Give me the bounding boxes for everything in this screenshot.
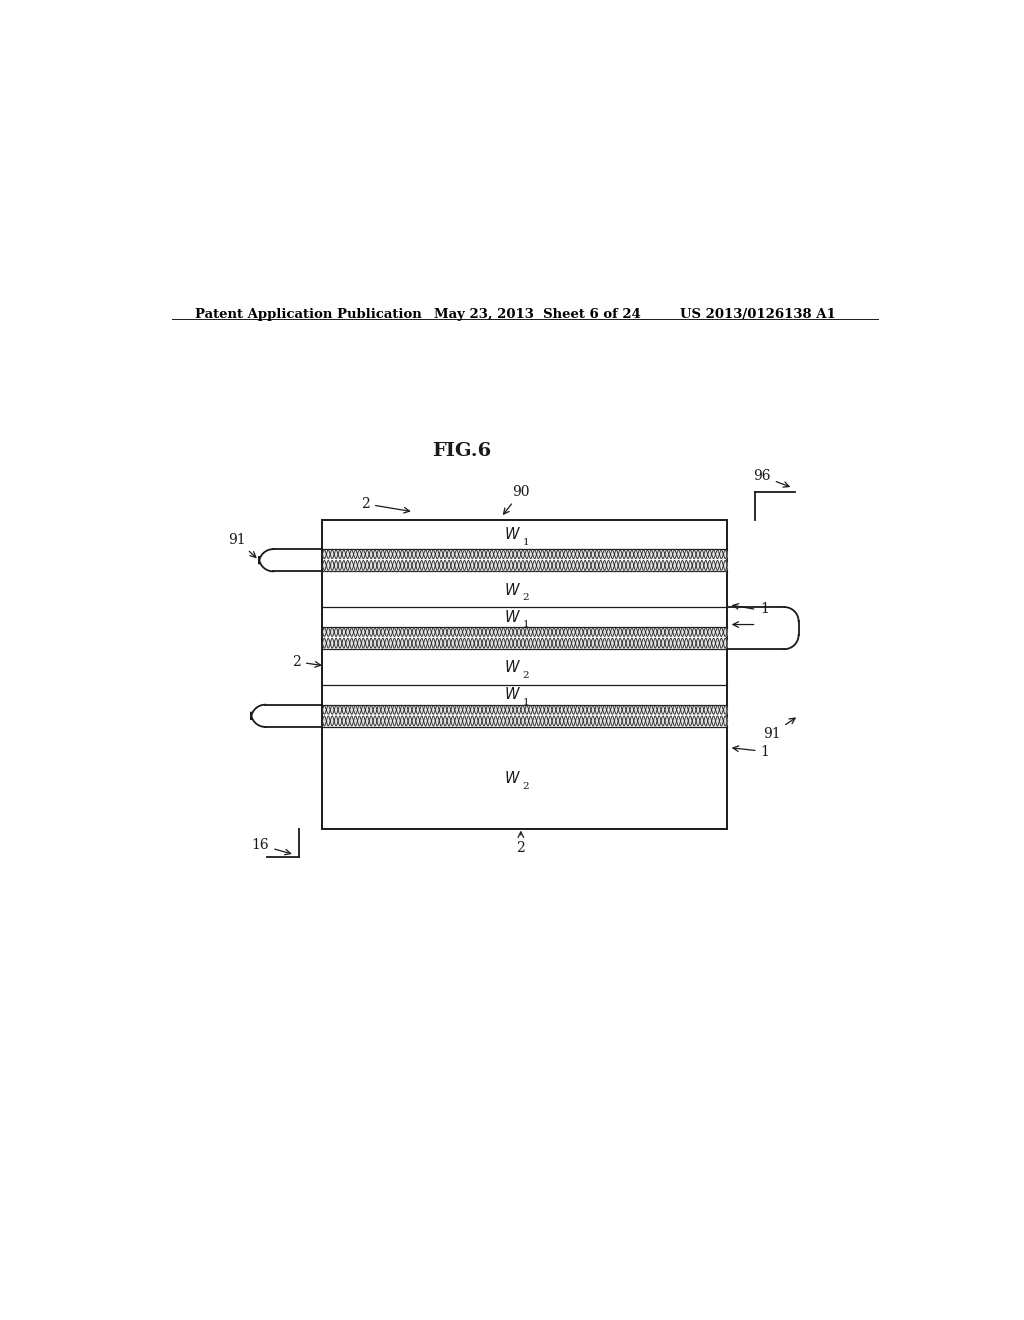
Text: 90: 90	[504, 484, 529, 513]
Text: 96: 96	[754, 469, 790, 487]
Text: 1: 1	[522, 537, 529, 546]
Text: $W$: $W$	[504, 686, 521, 702]
Text: 2: 2	[522, 593, 529, 602]
Text: 2: 2	[361, 496, 410, 513]
Text: 91: 91	[763, 718, 796, 741]
Text: May 23, 2013  Sheet 6 of 24: May 23, 2013 Sheet 6 of 24	[433, 308, 640, 321]
Text: 91: 91	[227, 533, 256, 557]
Text: 1: 1	[733, 744, 769, 759]
Text: US 2013/0126138 A1: US 2013/0126138 A1	[680, 308, 836, 321]
Text: 1: 1	[522, 698, 529, 706]
Text: 2: 2	[522, 781, 529, 791]
Text: 2: 2	[516, 832, 525, 854]
Text: Patent Application Publication: Patent Application Publication	[196, 308, 422, 321]
Text: $W$: $W$	[504, 609, 521, 624]
Text: 2: 2	[292, 655, 321, 669]
Text: 2: 2	[522, 671, 529, 680]
Text: 1: 1	[522, 620, 529, 630]
Text: $W$: $W$	[504, 582, 521, 598]
Text: FIG.6: FIG.6	[432, 442, 490, 461]
Text: $W$: $W$	[504, 660, 521, 676]
Text: 16: 16	[252, 838, 291, 855]
Text: $W$: $W$	[504, 771, 521, 787]
Text: $W$: $W$	[504, 527, 521, 543]
Text: 1: 1	[761, 602, 769, 616]
